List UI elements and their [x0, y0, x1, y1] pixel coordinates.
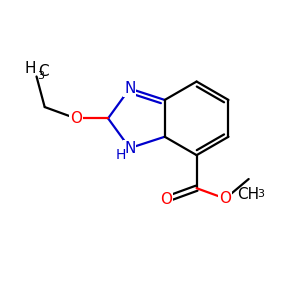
- Text: N: N: [124, 81, 135, 96]
- Text: N: N: [124, 141, 135, 156]
- Text: O: O: [70, 111, 82, 126]
- Text: C: C: [39, 64, 49, 79]
- Text: CH: CH: [238, 187, 260, 202]
- Text: 3: 3: [38, 70, 44, 81]
- Text: O: O: [160, 192, 172, 207]
- Text: 3: 3: [257, 189, 264, 199]
- Text: O: O: [219, 191, 231, 206]
- Text: H: H: [24, 61, 36, 76]
- Text: H: H: [116, 148, 126, 163]
